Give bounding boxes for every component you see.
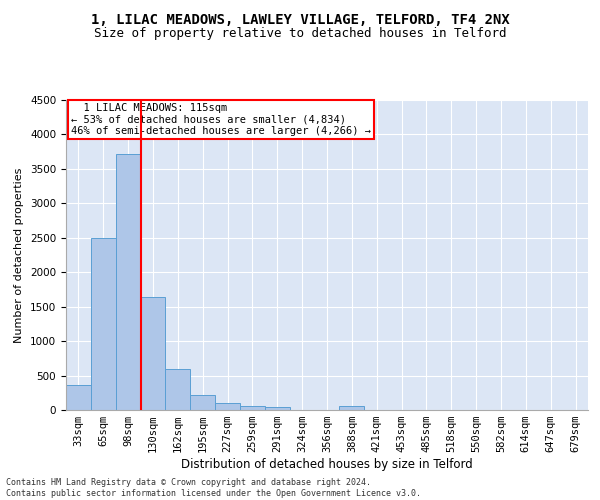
Y-axis label: Number of detached properties: Number of detached properties xyxy=(14,168,25,342)
Bar xyxy=(215,403,240,410)
Bar xyxy=(166,370,190,410)
Bar xyxy=(140,297,166,410)
Bar xyxy=(340,406,364,410)
X-axis label: Distribution of detached houses by size in Telford: Distribution of detached houses by size … xyxy=(181,458,473,471)
Text: Size of property relative to detached houses in Telford: Size of property relative to detached ho… xyxy=(94,28,506,40)
Bar xyxy=(116,154,140,410)
Text: 1, LILAC MEADOWS, LAWLEY VILLAGE, TELFORD, TF4 2NX: 1, LILAC MEADOWS, LAWLEY VILLAGE, TELFOR… xyxy=(91,12,509,26)
Text: Contains HM Land Registry data © Crown copyright and database right 2024.
Contai: Contains HM Land Registry data © Crown c… xyxy=(6,478,421,498)
Bar xyxy=(91,238,116,410)
Bar xyxy=(190,395,215,410)
Bar xyxy=(265,407,290,410)
Text: 1 LILAC MEADOWS: 115sqm
← 53% of detached houses are smaller (4,834)
46% of semi: 1 LILAC MEADOWS: 115sqm ← 53% of detache… xyxy=(71,103,371,136)
Bar xyxy=(240,406,265,410)
Bar xyxy=(66,384,91,410)
